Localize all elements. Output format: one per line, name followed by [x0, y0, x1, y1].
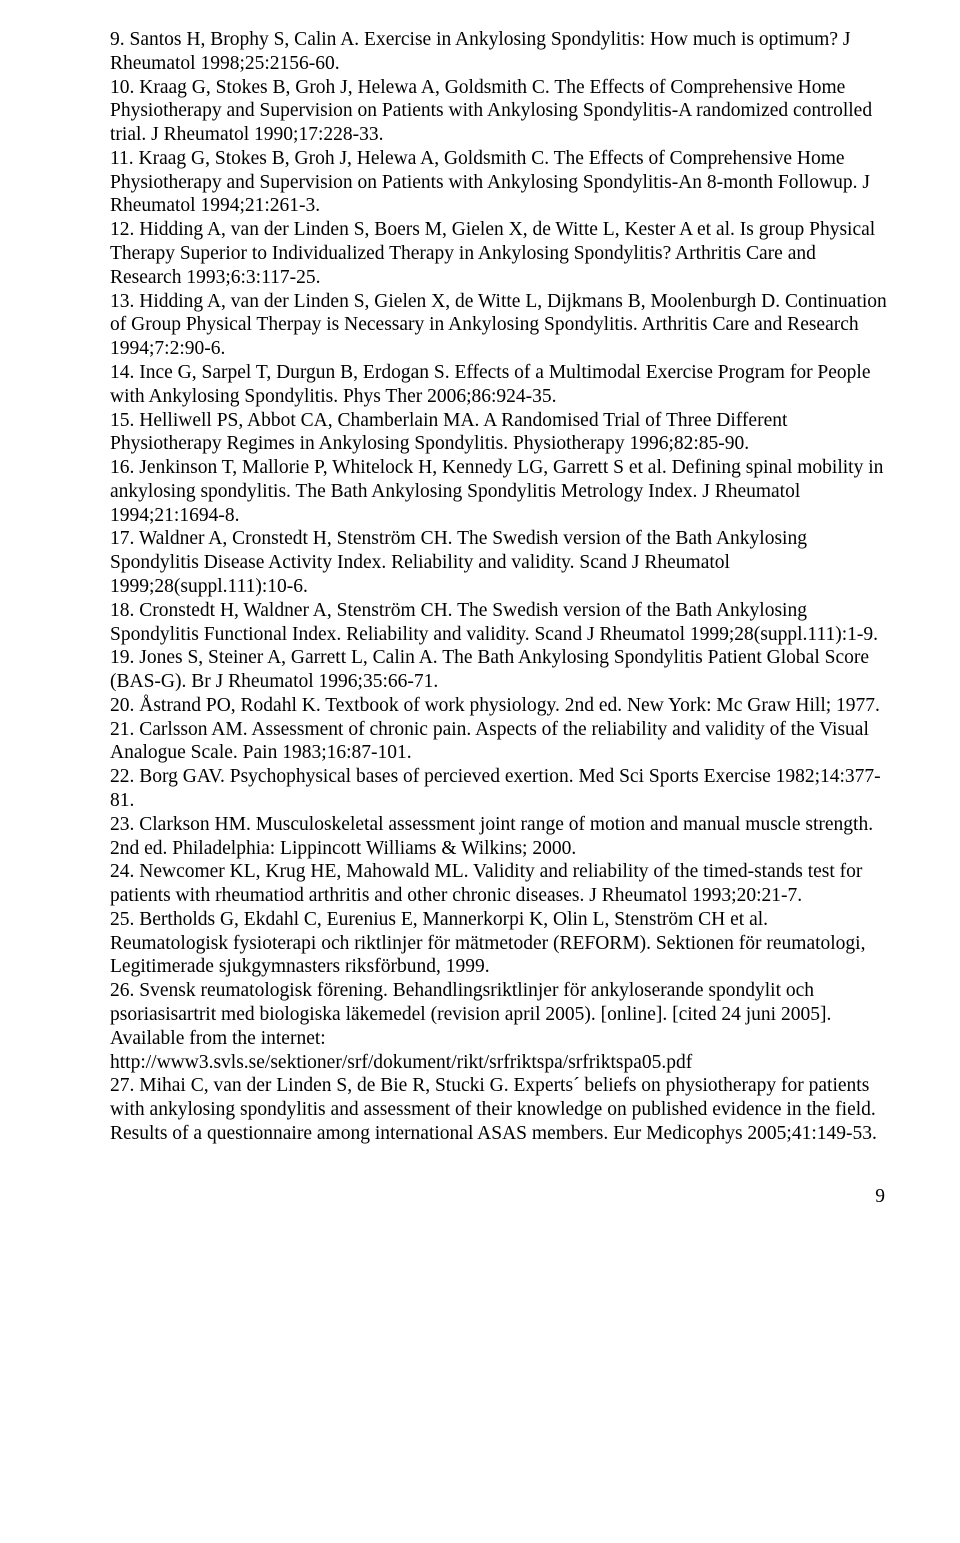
reference-item: 27. Mihai C, van der Linden S, de Bie R,…: [110, 1074, 890, 1145]
reference-item: 10. Kraag G, Stokes B, Groh J, Helewa A,…: [110, 76, 890, 147]
reference-item: 24. Newcomer KL, Krug HE, Mahowald ML. V…: [110, 860, 890, 908]
reference-item: 12. Hidding A, van der Linden S, Boers M…: [110, 218, 890, 289]
reference-item: 13. Hidding A, van der Linden S, Gielen …: [110, 290, 890, 361]
reference-item: 20. Åstrand PO, Rodahl K. Textbook of wo…: [110, 694, 890, 718]
reference-item: 18. Cronstedt H, Waldner A, Stenström CH…: [110, 599, 890, 647]
reference-item: 19. Jones S, Steiner A, Garrett L, Calin…: [110, 646, 890, 694]
reference-item: 11. Kraag G, Stokes B, Groh J, Helewa A,…: [110, 147, 890, 218]
reference-item: 23. Clarkson HM. Musculoskeletal assessm…: [110, 813, 890, 861]
reference-item: 25. Bertholds G, Ekdahl C, Eurenius E, M…: [110, 908, 890, 979]
reference-item: 17. Waldner A, Cronstedt H, Stenström CH…: [110, 527, 890, 598]
page-number: 9: [110, 1186, 890, 1208]
reference-item: 22. Borg GAV. Psychophysical bases of pe…: [110, 765, 890, 813]
reference-item: 21. Carlsson AM. Assessment of chronic p…: [110, 718, 890, 766]
reference-item: 14. Ince G, Sarpel T, Durgun B, Erdogan …: [110, 361, 890, 409]
reference-item: 26. Svensk reumatologisk förening. Behan…: [110, 979, 890, 1074]
reference-item: 9. Santos H, Brophy S, Calin A. Exercise…: [110, 28, 890, 76]
reference-item: 16. Jenkinson T, Mallorie P, Whitelock H…: [110, 456, 890, 527]
document-page: 9. Santos H, Brophy S, Calin A. Exercise…: [0, 0, 960, 1248]
reference-item: 15. Helliwell PS, Abbot CA, Chamberlain …: [110, 409, 890, 457]
references-list: 9. Santos H, Brophy S, Calin A. Exercise…: [110, 28, 890, 1146]
